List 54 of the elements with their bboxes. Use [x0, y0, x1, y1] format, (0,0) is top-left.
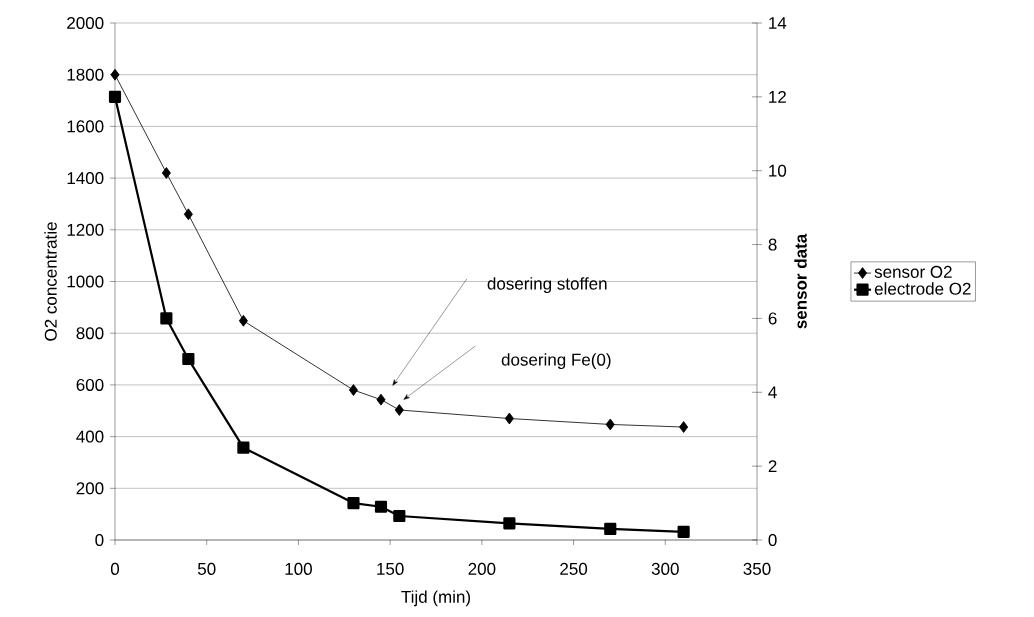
y-tick-label: 200 — [76, 482, 104, 495]
x-tick-label: 150 — [377, 562, 404, 575]
x-axis-title: Tijd (min) — [401, 590, 471, 607]
x-tick-label: 350 — [743, 562, 771, 575]
y-tick-label: 1800 — [67, 68, 104, 81]
point — [237, 441, 250, 454]
point — [110, 68, 120, 81]
y2-tick-label: 10 — [769, 164, 787, 177]
y2-tick-label: 2 — [768, 460, 777, 473]
y2-tick-label: 14 — [769, 17, 787, 29]
y-axis-title: O2 concentratie — [44, 222, 57, 341]
point — [504, 412, 514, 425]
y-tick-label: 1200 — [67, 223, 104, 236]
x-tick-label: 100 — [285, 562, 312, 575]
point — [348, 384, 358, 396]
point — [161, 167, 171, 179]
x-tick-label: 250 — [560, 562, 588, 575]
y2-tick-label: 6 — [768, 312, 777, 325]
annotation: dosering stoffen — [487, 277, 607, 294]
x-tick-label: 200 — [468, 562, 496, 575]
y-tick-label: 0 — [95, 533, 104, 547]
point — [604, 522, 617, 535]
y2-tick-label: 4 — [768, 386, 777, 399]
point — [393, 509, 406, 523]
x-tick-label: 300 — [651, 562, 679, 575]
point — [394, 404, 404, 416]
point — [183, 208, 193, 221]
y-tick-label: 1400 — [67, 172, 104, 185]
y-tick-label: 1000 — [67, 275, 104, 288]
point — [238, 314, 248, 327]
y-tick-label: 600 — [76, 378, 104, 391]
y2-tick-label: 8 — [768, 238, 777, 251]
y-tick-label: 1600 — [67, 120, 104, 133]
point — [503, 517, 516, 530]
point — [679, 421, 689, 433]
y2-tick-label: 0 — [768, 533, 777, 547]
point — [182, 352, 195, 366]
annotation: dosering Fe(0) — [501, 353, 611, 370]
point — [108, 90, 122, 103]
x-tick-label: 50 — [197, 562, 216, 575]
x-tick-label: 0 — [110, 562, 120, 575]
y2-tick-label: 12 — [769, 90, 786, 103]
point — [347, 496, 360, 510]
point — [376, 393, 386, 406]
y-tick-label: 2000 — [67, 16, 104, 30]
point — [374, 500, 388, 513]
y-tick-label: 400 — [76, 430, 104, 443]
y-tick-label: 800 — [76, 327, 104, 340]
point — [605, 418, 615, 431]
point — [677, 525, 690, 538]
legend-label: electrode O2 — [874, 282, 971, 295]
legend-label: sensor O2 — [874, 265, 952, 278]
point — [160, 312, 173, 325]
y2-axis-title: sensor data — [794, 233, 807, 329]
